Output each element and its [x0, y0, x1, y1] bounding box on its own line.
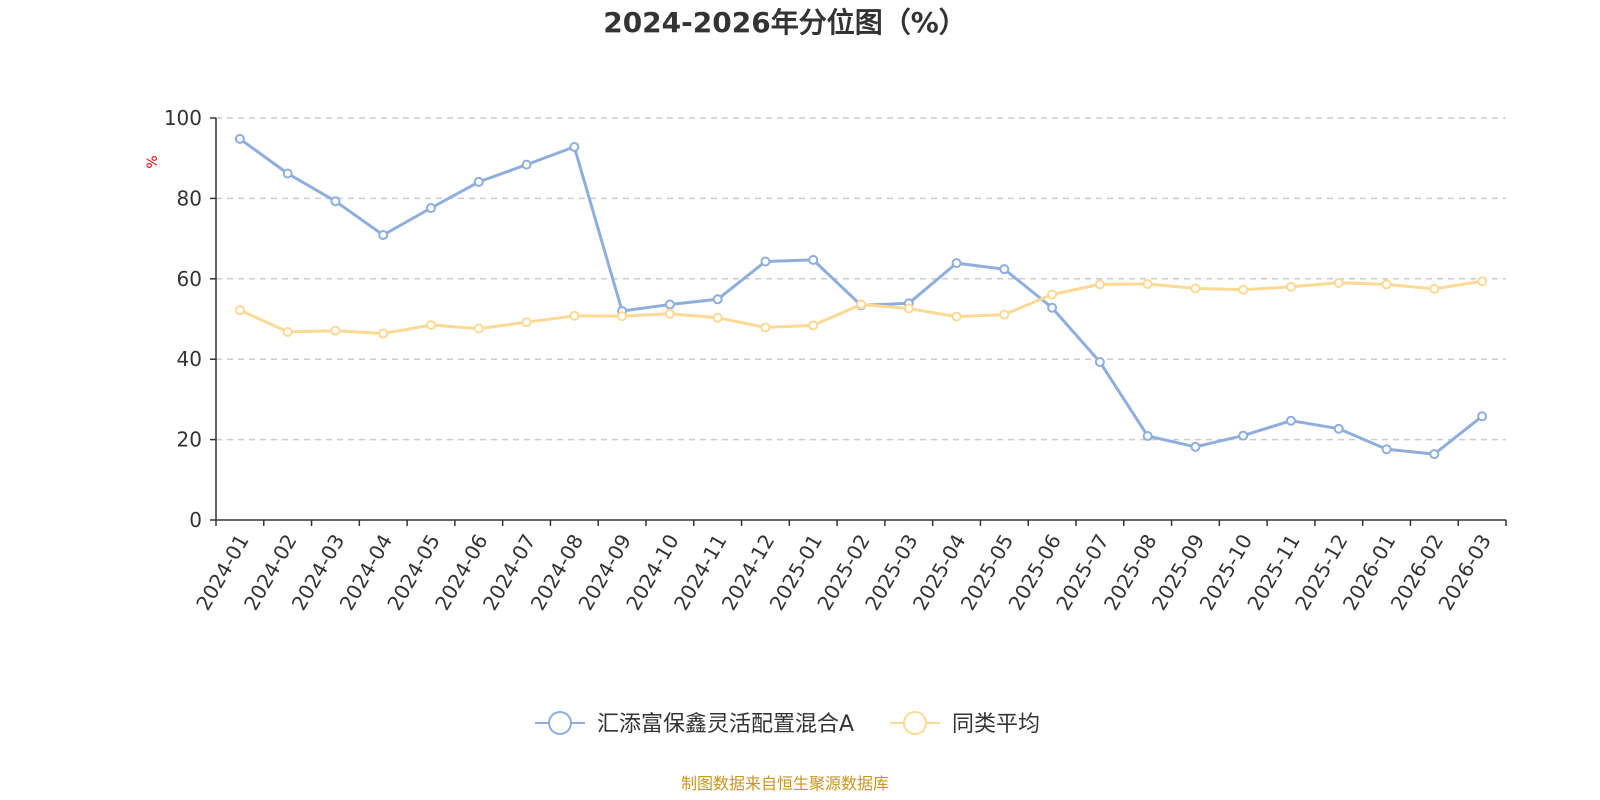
- data-point: [664, 299, 675, 310]
- legend-marker: [548, 711, 572, 735]
- data-point: [378, 229, 389, 240]
- legend-label: 汇添富保鑫灵活配置混合A: [597, 712, 854, 737]
- data-point: [951, 258, 962, 269]
- data-point: [951, 311, 962, 322]
- data-point: [521, 317, 532, 328]
- data-point: [234, 133, 245, 144]
- data-point: [760, 322, 771, 333]
- data-point: [1238, 430, 1249, 441]
- data-point: [282, 326, 293, 337]
- data-point: [999, 309, 1010, 320]
- data-point: [234, 305, 245, 316]
- series-line: [239, 137, 1484, 456]
- data-point: [1047, 289, 1058, 300]
- legend-marker: [903, 711, 927, 735]
- data-point: [330, 325, 341, 336]
- legend-label: 同类平均: [952, 712, 1040, 737]
- y-axis-unit: %: [145, 155, 161, 168]
- data-point: [1429, 283, 1440, 294]
- axes: [215, 118, 1506, 521]
- legend-item-0: 汇添富保鑫灵活配置混合A: [535, 711, 854, 737]
- y-tick-label: 60: [177, 267, 202, 291]
- data-point: [1142, 430, 1153, 441]
- data-point: [1429, 449, 1440, 460]
- data-point: [1190, 441, 1201, 452]
- y-tick-label: 80: [177, 186, 202, 210]
- series-layer: [234, 133, 1488, 460]
- data-point: [808, 254, 819, 265]
- data-point: [712, 294, 723, 305]
- data-point: [569, 310, 580, 321]
- data-point: [999, 264, 1010, 275]
- data-point: [1477, 411, 1488, 422]
- data-point: [1190, 283, 1201, 294]
- series-0: [234, 133, 1488, 460]
- data-point: [1477, 276, 1488, 287]
- series-1: [234, 276, 1488, 339]
- legend-item-1: 同类平均: [890, 711, 1040, 737]
- y-tick-label: 40: [177, 347, 202, 371]
- data-point: [903, 303, 914, 314]
- data-point: [1286, 281, 1296, 292]
- source-note: 制图数据来自恒生聚源数据库: [681, 774, 889, 793]
- data-point: [664, 308, 675, 319]
- data-point: [760, 256, 771, 267]
- data-point: [617, 311, 628, 322]
- data-point: [808, 320, 819, 331]
- data-point: [712, 312, 723, 323]
- y-tick-label: 100: [164, 106, 202, 130]
- y-tick-label: 20: [177, 428, 202, 452]
- data-point: [473, 323, 484, 334]
- grid-lines: [216, 117, 1506, 441]
- chart-title: 2024-2026年分位图（%）: [603, 6, 967, 39]
- data-point: [1286, 415, 1296, 426]
- data-point: [1047, 302, 1058, 313]
- data-point: [426, 320, 436, 331]
- legend: 汇添富保鑫灵活配置混合A 同类平均: [535, 711, 1040, 737]
- data-point: [1094, 279, 1105, 290]
- data-point: [856, 299, 866, 310]
- data-point: [378, 328, 389, 339]
- data-point: [426, 203, 436, 214]
- data-point: [330, 196, 341, 207]
- y-tick-labels: 0 20 40 60 80 100: [164, 106, 216, 532]
- data-point: [1381, 444, 1392, 455]
- data-point: [1381, 279, 1392, 290]
- data-point: [282, 168, 293, 179]
- data-point: [1333, 277, 1344, 288]
- data-point: [1094, 357, 1105, 368]
- data-point: [473, 176, 484, 187]
- data-point: [1238, 284, 1249, 295]
- data-point: [1333, 423, 1344, 434]
- data-point: [1142, 279, 1153, 290]
- data-point: [521, 159, 532, 170]
- y-tick-label: 0: [189, 508, 202, 532]
- x-tick-labels: 2024-012024-022024-032024-042024-052024-…: [191, 520, 1507, 614]
- data-point: [569, 141, 580, 152]
